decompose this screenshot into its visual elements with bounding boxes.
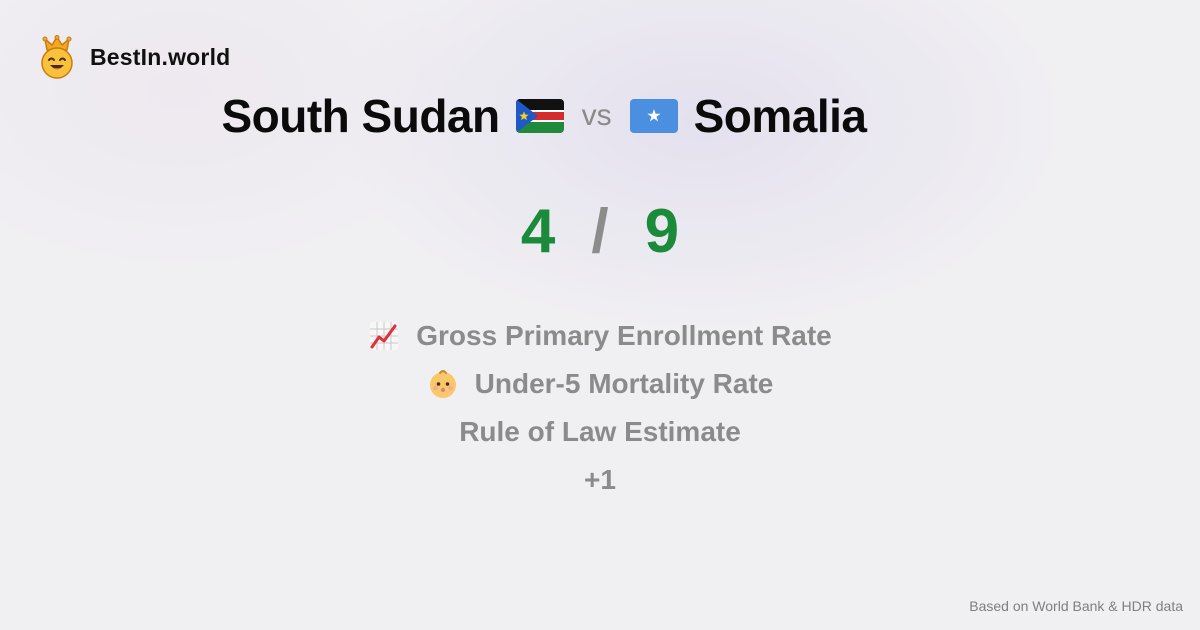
crowned-smiley-icon	[41, 35, 73, 79]
right-score: 9	[644, 197, 680, 266]
somalia-flag-icon	[629, 99, 678, 133]
metrics-list: Gross Primary Enrollment Rate Under-5 Mo…	[0, 312, 1200, 504]
metric-item-mortality[interactable]: Under-5 Mortality Rate	[427, 360, 774, 408]
score-display: 4 / 9	[0, 196, 1200, 267]
data-source-note: Based on World Bank & HDR data	[969, 598, 1183, 614]
metric-label: Gross Primary Enrollment Rate	[416, 320, 832, 351]
metric-more-count[interactable]: +1	[584, 456, 616, 504]
brand[interactable]: BestIn.world	[38, 35, 230, 79]
versus-label: vs	[581, 99, 612, 132]
brand-name: BestIn.world	[90, 43, 231, 70]
baby-icon	[429, 370, 456, 398]
south-sudan-flag-icon	[515, 99, 564, 133]
comparison-headline: South Sudan vs Somalia	[0, 86, 1088, 146]
metric-label: Rule of Law Estimate	[459, 416, 741, 447]
metric-item-rule-of-law[interactable]: Rule of Law Estimate	[459, 408, 741, 456]
left-score: 4	[520, 197, 556, 266]
left-country-name[interactable]: South Sudan	[221, 90, 500, 142]
metric-more-label: +1	[584, 464, 616, 495]
metric-item-enrollment[interactable]: Gross Primary Enrollment Rate	[368, 312, 832, 360]
score-separator: /	[591, 197, 609, 266]
chart-increasing-icon	[370, 322, 399, 350]
metric-label: Under-5 Mortality Rate	[474, 368, 774, 399]
right-country-name[interactable]: Somalia	[693, 90, 867, 142]
